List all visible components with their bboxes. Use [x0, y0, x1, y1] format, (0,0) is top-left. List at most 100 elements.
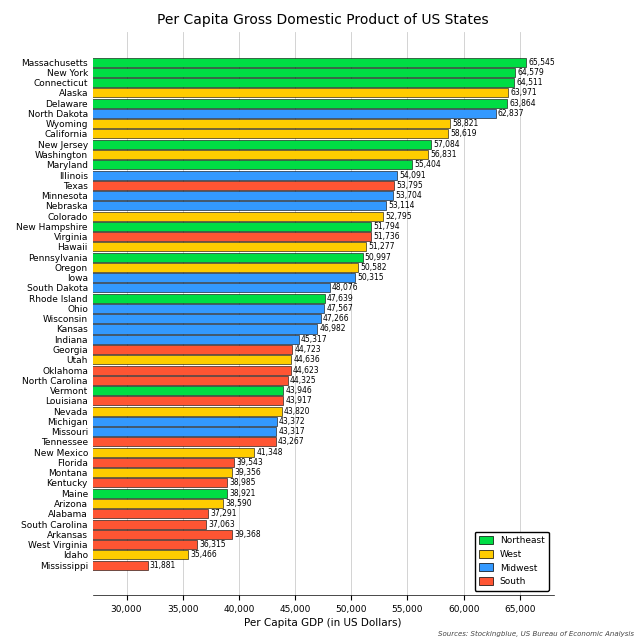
Text: 43,917: 43,917	[285, 396, 312, 405]
Text: 41,348: 41,348	[256, 447, 283, 457]
Bar	[0, 180, 394, 190]
Text: 57,084: 57,084	[433, 140, 460, 148]
Text: 39,356: 39,356	[234, 468, 260, 477]
Text: 58,619: 58,619	[451, 129, 477, 138]
Text: 53,795: 53,795	[396, 180, 423, 190]
Legend: Northeast, West, Midwest, South: Northeast, West, Midwest, South	[474, 532, 549, 591]
Bar	[0, 150, 428, 159]
Text: 53,114: 53,114	[388, 202, 415, 211]
Bar	[0, 365, 291, 374]
Text: 46,982: 46,982	[319, 324, 346, 333]
Bar	[0, 243, 365, 252]
Text: 51,736: 51,736	[373, 232, 400, 241]
Text: 43,317: 43,317	[278, 427, 305, 436]
Text: 55,404: 55,404	[414, 160, 441, 169]
Text: 44,623: 44,623	[293, 365, 320, 374]
Text: 43,372: 43,372	[279, 417, 306, 426]
Bar	[0, 489, 227, 498]
Bar	[0, 263, 358, 272]
Bar	[0, 191, 393, 200]
Text: 65,545: 65,545	[528, 58, 555, 67]
Text: 53,704: 53,704	[395, 191, 422, 200]
Text: 45,317: 45,317	[301, 335, 328, 344]
Bar	[0, 437, 276, 447]
Text: 48,076: 48,076	[332, 284, 358, 292]
Bar	[0, 499, 223, 508]
Text: 56,831: 56,831	[430, 150, 457, 159]
Bar	[0, 232, 371, 241]
Bar	[0, 550, 188, 559]
Bar	[0, 417, 277, 426]
Text: 50,315: 50,315	[357, 273, 384, 282]
Text: 63,864: 63,864	[509, 99, 536, 108]
Bar	[0, 314, 321, 323]
Text: 38,590: 38,590	[225, 499, 252, 508]
Text: 36,315: 36,315	[200, 540, 227, 549]
Bar	[0, 509, 209, 518]
Text: 62,837: 62,837	[498, 109, 524, 118]
Bar	[0, 109, 495, 118]
Text: 44,636: 44,636	[293, 355, 320, 364]
Text: 35,466: 35,466	[190, 550, 217, 559]
Text: 37,063: 37,063	[208, 520, 235, 529]
Bar	[0, 170, 397, 180]
Bar	[0, 284, 330, 292]
Bar	[0, 119, 451, 128]
Text: 38,985: 38,985	[230, 479, 256, 488]
Text: 64,579: 64,579	[517, 68, 544, 77]
Text: 47,639: 47,639	[327, 294, 354, 303]
Bar	[0, 479, 227, 488]
Bar	[0, 406, 282, 415]
Bar	[0, 386, 284, 395]
Bar	[0, 345, 292, 354]
X-axis label: Per Capita GDP (in US Dollars): Per Capita GDP (in US Dollars)	[244, 618, 402, 628]
Text: 64,511: 64,511	[516, 78, 543, 87]
Bar	[0, 427, 276, 436]
Bar	[0, 355, 291, 364]
Text: 31,881: 31,881	[150, 561, 176, 570]
Title: Per Capita Gross Domestic Product of US States: Per Capita Gross Domestic Product of US …	[157, 13, 489, 27]
Bar	[0, 447, 254, 457]
Bar	[0, 160, 412, 169]
Bar	[0, 202, 387, 211]
Bar	[0, 561, 148, 570]
Text: 47,266: 47,266	[323, 314, 349, 323]
Bar	[0, 273, 355, 282]
Bar	[0, 222, 371, 231]
Text: 50,997: 50,997	[365, 253, 392, 262]
Text: 39,368: 39,368	[234, 530, 260, 539]
Text: 52,795: 52,795	[385, 212, 412, 221]
Bar	[0, 468, 232, 477]
Bar	[0, 212, 383, 221]
Bar	[0, 253, 362, 262]
Bar	[0, 335, 299, 344]
Text: 43,820: 43,820	[284, 406, 310, 415]
Text: 44,723: 44,723	[294, 345, 321, 354]
Text: 37,291: 37,291	[211, 509, 237, 518]
Text: 51,794: 51,794	[374, 222, 401, 231]
Text: 43,946: 43,946	[285, 386, 312, 395]
Bar	[0, 58, 526, 67]
Text: 58,821: 58,821	[452, 119, 479, 128]
Bar	[0, 129, 448, 138]
Text: 43,267: 43,267	[278, 437, 305, 447]
Text: Sources: Stockingblue, US Bureau of Economic Analysis: Sources: Stockingblue, US Bureau of Econ…	[438, 630, 634, 637]
Bar	[0, 540, 198, 549]
Bar	[0, 294, 324, 303]
Bar	[0, 530, 232, 539]
Text: 54,091: 54,091	[399, 170, 426, 180]
Bar	[0, 78, 515, 87]
Bar	[0, 88, 508, 97]
Text: 50,582: 50,582	[360, 263, 387, 272]
Bar	[0, 458, 234, 467]
Bar	[0, 140, 431, 148]
Bar	[0, 520, 206, 529]
Text: 63,971: 63,971	[511, 88, 537, 97]
Text: 47,567: 47,567	[326, 304, 353, 313]
Bar	[0, 304, 324, 313]
Text: 51,277: 51,277	[368, 243, 394, 252]
Bar	[0, 396, 283, 405]
Bar	[0, 324, 317, 333]
Bar	[0, 99, 507, 108]
Text: 38,921: 38,921	[229, 489, 255, 498]
